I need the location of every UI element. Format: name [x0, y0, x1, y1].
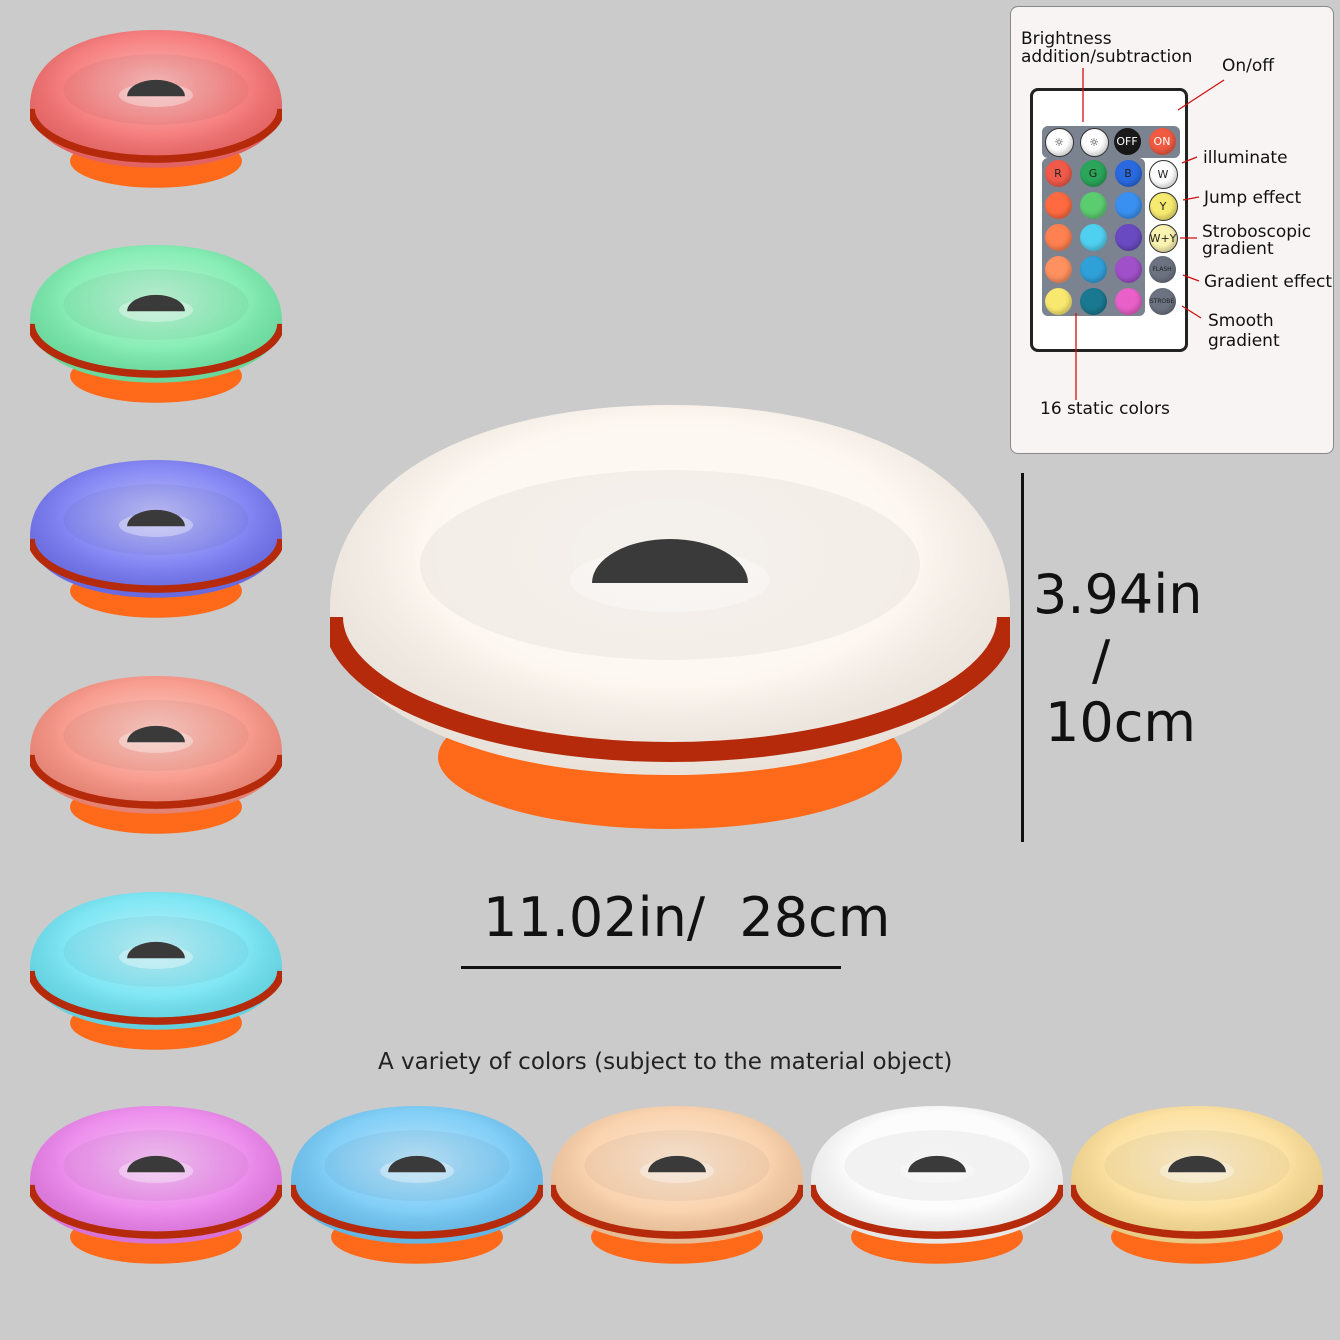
remote-color-button	[1044, 191, 1072, 219]
label-strobe: Stroboscopic	[1202, 222, 1312, 242]
remote-color-button	[1114, 255, 1142, 283]
remote-mode-button-strobe: STROBE	[1148, 287, 1176, 315]
remote-color-button: G	[1079, 159, 1107, 187]
lamp-hole	[908, 1155, 966, 1173]
label-smooth-2: gradient	[1208, 331, 1280, 351]
remote-color-button: B	[1114, 159, 1142, 187]
lamp-yellow	[1071, 1106, 1323, 1266]
brightness-down-icon: ☼	[1079, 127, 1109, 157]
width-dimension-line	[461, 966, 841, 969]
remote-color-button	[1114, 223, 1142, 251]
remote-mode-button-y: Y	[1148, 191, 1178, 221]
lamp-band	[330, 616, 1010, 762]
remote-color-button	[1114, 191, 1142, 219]
remote-color-button	[1079, 255, 1107, 283]
lamp-band	[551, 1184, 803, 1239]
label-illuminate: illuminate	[1203, 148, 1288, 168]
remote-button-on: ON	[1148, 127, 1176, 155]
lamp-salmon	[30, 676, 282, 836]
lamp-hole	[127, 1155, 185, 1173]
lamp-hole	[127, 509, 185, 527]
height-inches: 3.94in	[1033, 563, 1203, 626]
remote-mode-button-flash: FLASH	[1148, 255, 1176, 283]
lamp-band	[30, 754, 282, 809]
height-dimension-line	[1021, 473, 1024, 842]
lamp-hole	[127, 294, 185, 312]
remote-color-button	[1079, 191, 1107, 219]
label-brightness: Brightness	[1021, 29, 1112, 49]
lamp-band	[30, 323, 282, 378]
lamp-pink	[30, 1106, 282, 1266]
lamp-blue	[30, 460, 282, 620]
remote-mode-button-w: W	[1148, 159, 1178, 189]
lamp-green	[30, 245, 282, 405]
lamp-band	[1071, 1184, 1323, 1239]
lamp-cyan	[30, 892, 282, 1052]
label-smooth: Smooth	[1208, 311, 1274, 331]
label-strobe-2: gradient	[1202, 239, 1274, 259]
lamp-band	[30, 108, 282, 163]
height-cm: 10cm	[1045, 691, 1197, 754]
lamp-red	[30, 30, 282, 190]
label-gradient: Gradient effect	[1204, 272, 1333, 292]
lamp-hole	[1168, 1155, 1226, 1173]
lamp-hole	[127, 79, 185, 97]
label-static-colors: 16 static colors	[1040, 399, 1170, 419]
label-onoff: On/off	[1222, 56, 1274, 76]
remote-color-button	[1079, 287, 1107, 315]
lamp-hole	[648, 1155, 706, 1173]
remote-mode-button-w-y: W+Y	[1148, 223, 1178, 253]
lamp-hole	[388, 1155, 446, 1173]
remote-color-button	[1044, 255, 1072, 283]
lamp-hole	[127, 725, 185, 743]
remote-color-button	[1044, 287, 1072, 315]
colors-caption: A variety of colors (subject to the mate…	[378, 1049, 953, 1075]
lamp-band	[30, 538, 282, 593]
lamp-peach	[551, 1106, 803, 1266]
lamp-band	[811, 1184, 1063, 1239]
lamp-white	[811, 1106, 1063, 1266]
remote-color-button	[1044, 223, 1072, 251]
lamp-hole	[127, 941, 185, 959]
lamp-hole	[592, 539, 748, 583]
width-dimension: 11.02in/ 28cm	[483, 886, 891, 949]
lamp-band	[291, 1184, 543, 1239]
remote-color-button	[1114, 287, 1142, 315]
lamp-band	[30, 1184, 282, 1239]
remote-button-off: OFF	[1113, 127, 1141, 155]
label-brightness-2: addition/subtraction	[1021, 47, 1193, 67]
label-jump: Jump effect	[1204, 188, 1302, 208]
lamp-band	[30, 970, 282, 1025]
remote-color-button	[1079, 223, 1107, 251]
height-separator: /	[1092, 629, 1111, 692]
lamp-sky-blue	[291, 1106, 543, 1266]
main-lamp-image	[330, 405, 1010, 835]
remote-color-button: R	[1044, 159, 1072, 187]
brightness-up-icon: ☼	[1044, 127, 1074, 157]
